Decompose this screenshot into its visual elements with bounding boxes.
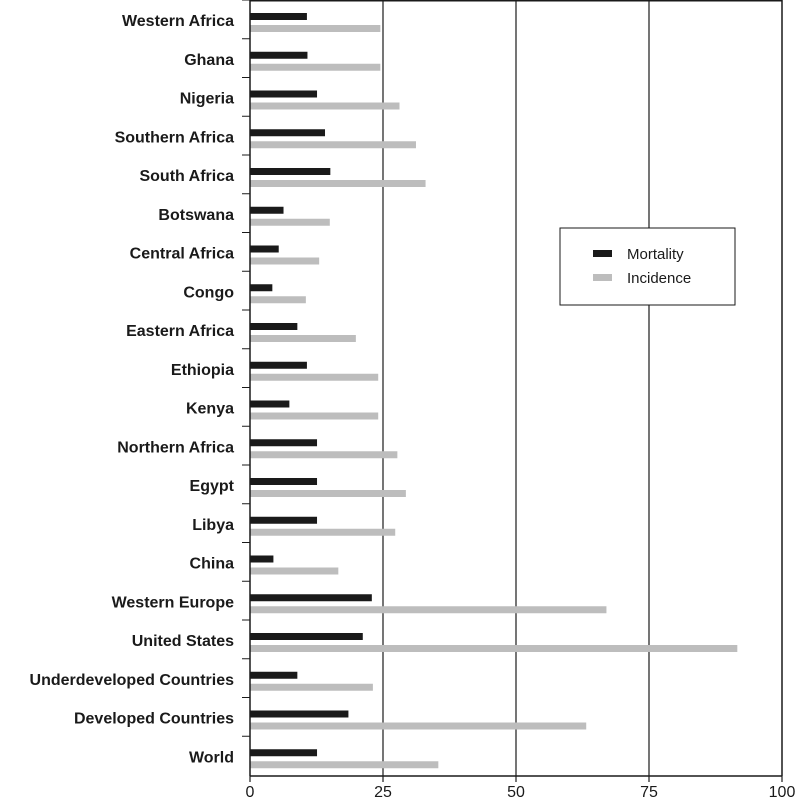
legend-label-mortality: Mortality bbox=[627, 246, 684, 263]
x-tick-label: 75 bbox=[640, 784, 658, 800]
bar-incidence bbox=[250, 296, 306, 304]
legend: Mortality Incidence bbox=[559, 227, 736, 306]
bar-mortality bbox=[250, 206, 284, 214]
bar-mortality bbox=[250, 710, 349, 718]
bar-mortality bbox=[250, 478, 318, 485]
category-label: China bbox=[190, 556, 235, 573]
legend-box bbox=[559, 227, 736, 306]
category-label: Libya bbox=[192, 517, 234, 534]
category-label: Developed Countries bbox=[74, 711, 234, 728]
bar-incidence bbox=[250, 257, 320, 265]
bar-incidence bbox=[250, 645, 738, 652]
bar-incidence bbox=[250, 335, 356, 342]
bar-mortality bbox=[250, 245, 279, 253]
category-label: Botswana bbox=[158, 207, 234, 224]
bar-mortality bbox=[250, 749, 318, 757]
bar-mortality bbox=[250, 516, 318, 524]
category-label: Nigeria bbox=[180, 91, 234, 108]
category-label: Eastern Africa bbox=[126, 323, 234, 340]
category-label: South Africa bbox=[139, 168, 234, 185]
category-label: Ghana bbox=[184, 52, 234, 69]
bar-mortality bbox=[250, 400, 290, 408]
x-tick-label: 0 bbox=[246, 784, 255, 800]
category-labels: Western Africa Ghana Nigeria Southern Afric… bbox=[30, 0, 250, 766]
category-label: United States bbox=[132, 633, 234, 650]
category-label: Western Europe bbox=[112, 594, 235, 611]
category-label: Northern Africa bbox=[117, 439, 234, 456]
legend-swatch-incidence bbox=[593, 274, 612, 281]
category-label: Ethiopia bbox=[171, 362, 234, 379]
bar-incidence bbox=[250, 412, 379, 420]
bar-incidence bbox=[250, 528, 396, 536]
gridlines bbox=[382, 0, 650, 776]
legend-label-incidence: Incidence bbox=[627, 270, 691, 287]
bar-incidence bbox=[250, 373, 379, 381]
category-label: Underdeveloped Countries bbox=[30, 672, 235, 689]
bar-incidence bbox=[250, 761, 439, 769]
bar-mortality bbox=[250, 51, 308, 59]
bar-mortality bbox=[250, 129, 326, 137]
category-label: Kenya bbox=[186, 401, 234, 418]
bar-mortality bbox=[250, 13, 307, 20]
bar-incidence bbox=[250, 451, 398, 459]
bar-mortality bbox=[250, 284, 273, 292]
x-tick-label: 25 bbox=[374, 784, 392, 800]
category-label: Central Africa bbox=[130, 246, 234, 263]
bar-mortality bbox=[250, 671, 298, 679]
bar-mortality bbox=[250, 90, 318, 98]
bars bbox=[250, 13, 738, 769]
bar-incidence bbox=[250, 102, 400, 110]
category-label: Western Africa bbox=[122, 13, 234, 30]
bar-incidence bbox=[250, 683, 373, 691]
bar-incidence bbox=[250, 606, 607, 614]
bar-mortality bbox=[250, 439, 318, 447]
bar-incidence bbox=[250, 218, 330, 226]
bar-mortality bbox=[250, 168, 331, 175]
bar-mortality bbox=[250, 633, 363, 640]
category-label: Southern Africa bbox=[115, 129, 235, 146]
bar-incidence bbox=[250, 490, 406, 497]
bar-mortality bbox=[250, 555, 274, 563]
bar-incidence bbox=[250, 25, 381, 32]
x-tick-label: 100 bbox=[769, 784, 796, 800]
category-label: World bbox=[189, 749, 234, 766]
bar-incidence bbox=[250, 567, 339, 575]
x-axis-ticks: 0 25 50 75 100 bbox=[246, 776, 796, 800]
bar-mortality bbox=[250, 594, 372, 602]
category-label: Egypt bbox=[190, 478, 235, 495]
x-tick-label: 50 bbox=[507, 784, 525, 800]
bar-mortality bbox=[250, 361, 307, 369]
bar-incidence bbox=[250, 141, 416, 149]
bar-incidence bbox=[250, 722, 587, 730]
category-label: Congo bbox=[183, 284, 234, 301]
legend-swatch-mortality bbox=[593, 250, 612, 257]
bar-incidence bbox=[250, 180, 426, 187]
bar-mortality bbox=[250, 323, 298, 330]
bar-incidence bbox=[250, 63, 381, 71]
